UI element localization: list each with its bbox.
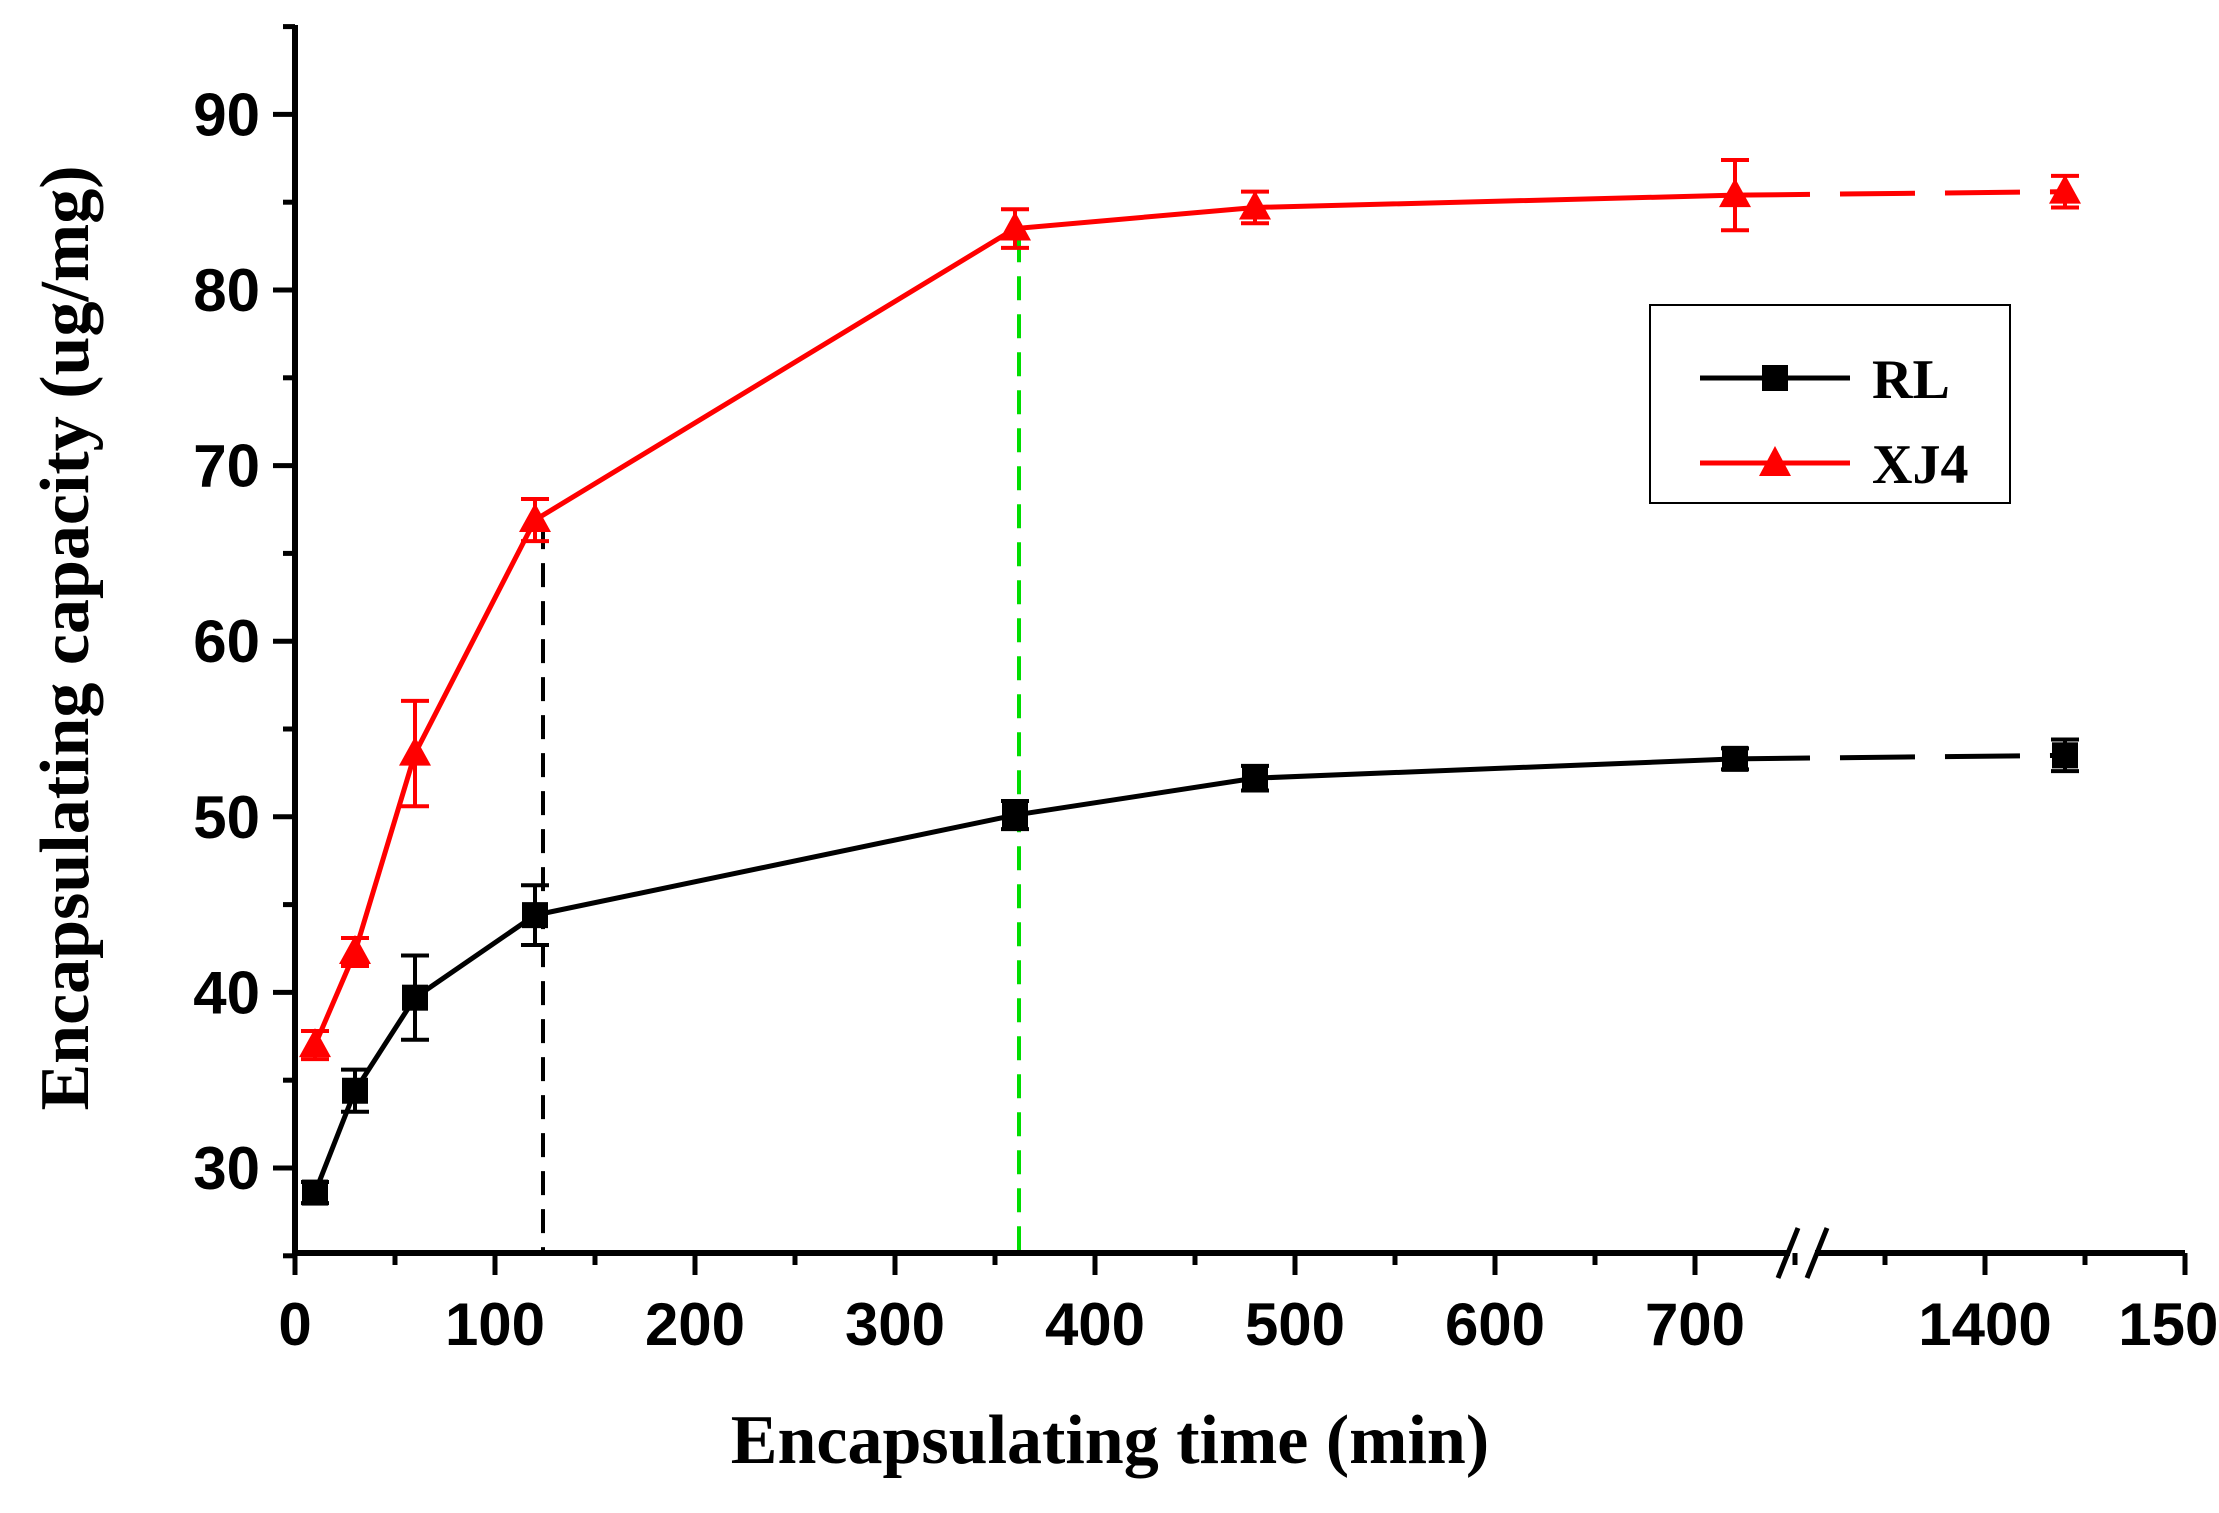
x-tick-label: 200: [645, 1291, 745, 1358]
axis-break-mark: [1775, 1227, 1801, 1279]
series-layer: [299, 158, 2081, 1206]
series-line-break: [1734, 752, 2066, 762]
series-xj4: [299, 158, 2081, 1062]
data-point: [342, 1077, 368, 1104]
y-tick-label: 90: [193, 81, 260, 148]
legend-label-rl: RL: [1872, 349, 1950, 411]
x-tick-label: 300: [845, 1291, 945, 1358]
data-point: [339, 935, 371, 965]
y-tick-label: 50: [193, 784, 260, 851]
data-point: [2052, 742, 2078, 769]
axes: 30 40 50 60 70 80 90 0 100 200 300 400 500 600 700 1400…: [193, 24, 2219, 1358]
data-point: [299, 1028, 331, 1058]
legend-box: [1649, 304, 2011, 504]
y-tick-label: 70: [193, 433, 260, 500]
y-axis-title: Encapsulating capacity (ug/mg): [27, 165, 104, 1110]
data-point: [1002, 802, 1028, 829]
x-tick-label: 700: [1645, 1291, 1745, 1358]
data-point: [1239, 190, 1271, 220]
x-tick-label: 1400: [1918, 1291, 2051, 1358]
legend-marker-xj4: [1759, 446, 1791, 476]
x-tick-label: 500: [1245, 1291, 1345, 1358]
series-line-break: [1734, 189, 2066, 198]
x-tick-label: 0: [278, 1291, 311, 1358]
axis-break-mark: [1804, 1227, 1830, 1279]
y-tick-label: 30: [193, 1135, 260, 1202]
data-point: [302, 1179, 328, 1206]
data-point: [2049, 174, 2081, 204]
data-point: [402, 984, 428, 1011]
data-point: [519, 503, 551, 533]
data-point: [1242, 765, 1268, 792]
series-rl: [301, 737, 2079, 1206]
data-point: [1722, 745, 1748, 772]
x-tick-label: 1500: [2118, 1291, 2219, 1358]
x-axis-title: Encapsulating time (min): [731, 1402, 1489, 1479]
legend: RL XJ4: [1649, 304, 2011, 504]
y-tick-label: 40: [193, 959, 260, 1026]
x-tick-label: 400: [1045, 1291, 1145, 1358]
y-tick-label: 60: [193, 608, 260, 675]
reference-lines: [541, 238, 1021, 1253]
y-tick-label: 80: [193, 257, 260, 324]
x-tick-label: 100: [445, 1291, 545, 1358]
data-point: [999, 211, 1031, 241]
data-point: [399, 736, 431, 766]
data-point: [1719, 178, 1751, 208]
x-tick-label: 600: [1445, 1291, 1545, 1358]
legend-label-xj4: XJ4: [1872, 434, 1968, 496]
data-point: [522, 902, 548, 929]
legend-marker-rl: [1762, 365, 1788, 391]
